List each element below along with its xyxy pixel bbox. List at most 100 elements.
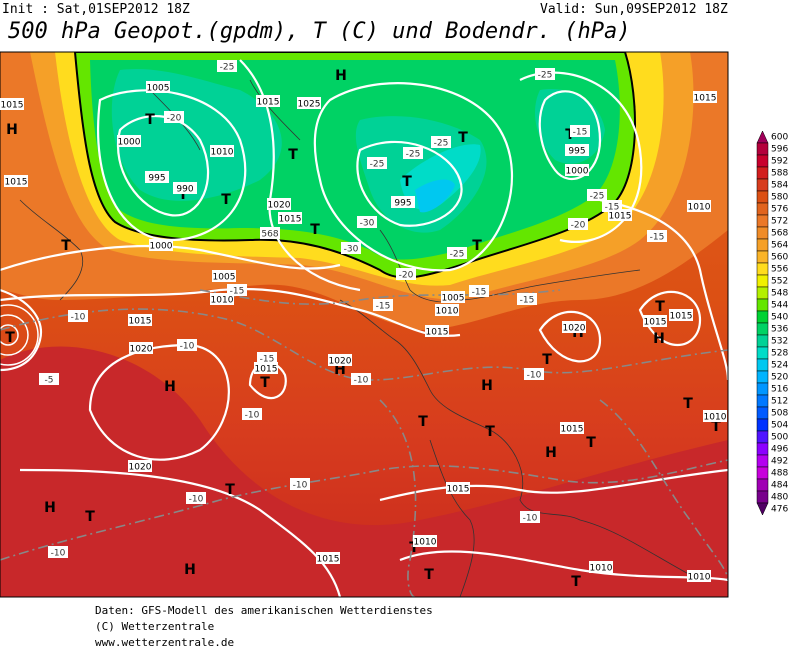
- legend-swatch: [756, 202, 769, 216]
- isotherm-label-text: -5: [45, 376, 54, 386]
- isobar-label-box: [425, 325, 449, 337]
- pressure-center: T: [683, 396, 693, 412]
- isobar-label-box: [703, 410, 727, 422]
- isobar-label-box: [565, 164, 589, 176]
- isobar-label-box: [565, 144, 589, 156]
- legend-swatch: [756, 430, 769, 444]
- pressure-center: T: [402, 174, 412, 190]
- isobar-label-text: 1015: [609, 212, 632, 222]
- isobar-label: 1025: [297, 97, 321, 110]
- pressure-center: T: [221, 192, 231, 208]
- isobar-label-text: 1020: [329, 357, 352, 367]
- legend-label: 540: [771, 313, 788, 323]
- isobar-label-text: 1010: [704, 413, 727, 423]
- isotherm-label-box: [587, 189, 607, 201]
- isobar-label: 1015: [693, 91, 717, 104]
- pressure-center: T: [288, 147, 298, 163]
- isobar-label-text: 995: [568, 147, 585, 157]
- isotherm-label-box: [290, 478, 310, 490]
- legend-label: 564: [771, 241, 788, 251]
- isobar-label-box: [128, 460, 152, 472]
- isobar-label-box: [0, 98, 24, 110]
- legend-swatch: [756, 142, 769, 156]
- isotherm-label-box: [602, 200, 622, 212]
- isobar-label: 1010: [589, 561, 613, 574]
- pressure-center: T: [571, 574, 581, 590]
- isobar-label-text: 1005: [213, 273, 236, 283]
- isobar-label-box: [693, 91, 717, 103]
- isobar-label: 1015: [560, 422, 584, 435]
- isotherm-label: -20: [568, 218, 588, 231]
- isotherm-label-text: -25: [590, 192, 605, 202]
- isotherm-label-text: -20: [399, 271, 414, 281]
- legend-label: 484: [771, 481, 788, 491]
- isobar-label: 1005: [441, 291, 465, 304]
- isotherm-label-text: -20: [167, 114, 182, 124]
- isobar-label-text: 990: [176, 185, 193, 195]
- legend-swatch: [756, 214, 769, 228]
- isobar-label: 1015: [4, 175, 28, 188]
- legend-swatch: [756, 358, 769, 372]
- isobar-label-text: 1015: [129, 317, 152, 327]
- legend-label: 556: [771, 265, 788, 275]
- isotherm-label-text: -15: [650, 233, 665, 243]
- isotherm-label-text: -15: [605, 203, 620, 213]
- valid-time: Valid: Sun,09SEP2012 18Z: [540, 2, 728, 17]
- legend-label: 580: [771, 193, 788, 203]
- isobar-label: 1005: [146, 81, 170, 94]
- pressure-center: T: [5, 330, 15, 346]
- isotherm-label-text: -15: [376, 302, 391, 312]
- isobar-label-text: 1005: [442, 294, 465, 304]
- isobar-label-box: [391, 196, 415, 208]
- legend-label: 584: [771, 181, 788, 191]
- legend-swatch: [756, 334, 769, 348]
- isotherm-label: -10: [242, 408, 262, 421]
- isobar-label: 995: [565, 144, 589, 157]
- isotherm-label: -10: [48, 546, 68, 559]
- isobar-label-box: [256, 95, 280, 107]
- isobar-label: 1020: [128, 460, 152, 473]
- isobar-label-box: [435, 304, 459, 316]
- pressure-center: H: [335, 68, 347, 84]
- isobar-label: 1015: [643, 315, 667, 328]
- isotherm-label-text: -25: [370, 160, 385, 170]
- pressure-center: T: [472, 238, 482, 254]
- isotherm-label-box: [260, 227, 280, 239]
- isobar-label-box: [562, 321, 586, 333]
- legend-swatch: [756, 166, 769, 180]
- isobar-label: 1010: [687, 570, 711, 583]
- isobar-label-box: [316, 552, 340, 564]
- isobar-label: 1015: [316, 552, 340, 565]
- isotherm-label-box: [351, 373, 371, 385]
- init-time: Init : Sat,01SEP2012 18Z: [2, 2, 190, 17]
- isobar-label: 1015: [256, 95, 280, 108]
- isotherm-label-box: [217, 60, 237, 72]
- legend-label: 600: [771, 133, 788, 143]
- isobar-label-box: [210, 145, 234, 157]
- pressure-center: T: [178, 187, 188, 203]
- legend-label: 504: [771, 421, 788, 431]
- isobar-label: 1015: [278, 212, 302, 225]
- isotherm-label-text: -10: [245, 411, 260, 421]
- isobar-label-text: 1010: [211, 148, 234, 158]
- legend-label: 516: [771, 385, 788, 395]
- isobar-label-box: [278, 212, 302, 224]
- isobar-label-box: [254, 362, 278, 374]
- isotherm-label: -10: [186, 492, 206, 505]
- isotherm-label-box: [647, 230, 667, 242]
- isobar-label-box: [560, 422, 584, 434]
- pressure-center: T: [310, 222, 320, 238]
- isobar-label-text: 1000: [566, 167, 589, 177]
- isotherm-label-box: [186, 492, 206, 504]
- pressure-center: T: [586, 435, 596, 451]
- legend-label: 512: [771, 397, 788, 407]
- isotherm-label: -15: [469, 285, 489, 298]
- legend-label: 476: [771, 505, 788, 515]
- isobar-label: 1020: [267, 198, 291, 211]
- pressure-center: H: [545, 445, 557, 461]
- legend-swatch: [756, 178, 769, 192]
- legend-swatch: [756, 406, 769, 420]
- isotherm-label-text: -25: [434, 139, 449, 149]
- legend-swatch: [756, 190, 769, 204]
- pressure-center: T: [711, 419, 721, 435]
